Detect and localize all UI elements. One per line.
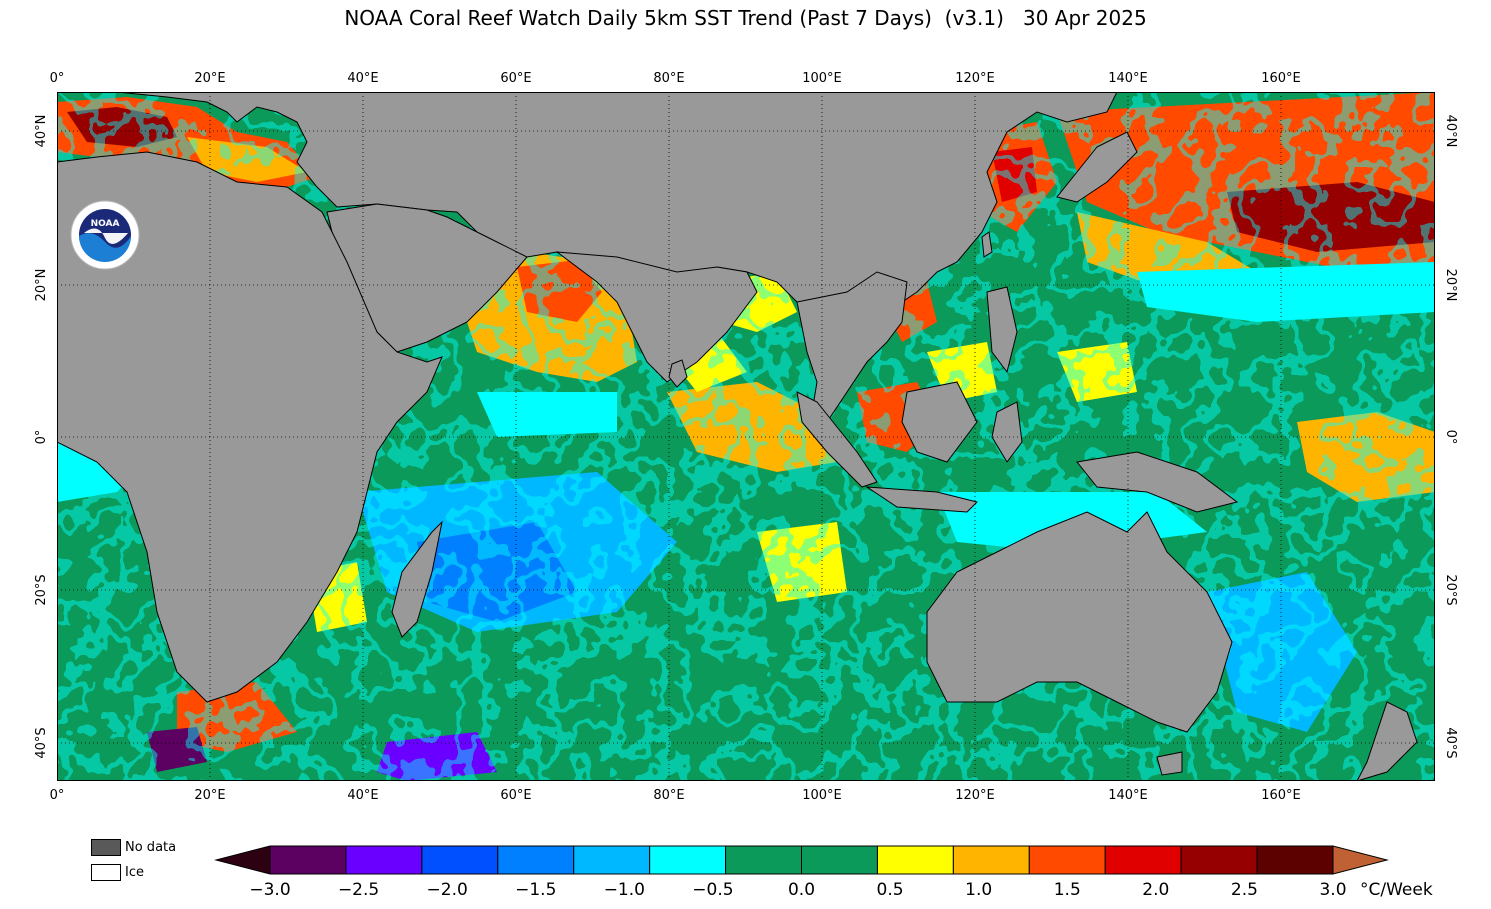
tasmania-landmass xyxy=(1156,751,1183,776)
land xyxy=(57,92,1418,781)
madagascar-landmass xyxy=(391,520,443,638)
india-landmass xyxy=(555,251,758,383)
no-data-label: No data xyxy=(125,839,177,855)
x-tick-bottom: 20°E xyxy=(194,788,226,803)
colorbar-under-triangle xyxy=(214,845,271,875)
colorbar-cell xyxy=(1180,845,1258,875)
colorbar-cell xyxy=(421,845,499,875)
legend-key-ice: Ice xyxy=(91,862,176,882)
colorbar xyxy=(214,845,1389,875)
colorbar-cell xyxy=(1104,845,1182,875)
colorbar-cell xyxy=(1028,845,1106,875)
colorbar-cell xyxy=(725,845,802,875)
ice-swatch xyxy=(91,863,121,881)
x-tick-bottom: 160°E xyxy=(1261,788,1301,803)
indochina-landmass xyxy=(796,271,908,423)
x-tick-bottom: 100°E xyxy=(802,788,842,803)
x-tick-top: 0° xyxy=(49,71,65,86)
colorbar-tick-label: 1.5 xyxy=(1053,880,1081,900)
x-tick-top: 60°E xyxy=(500,71,532,86)
newzealand-landmass xyxy=(1356,701,1418,781)
colorbar-over-triangle xyxy=(1332,845,1389,875)
x-tick-top: 120°E xyxy=(955,71,995,86)
legend-keys: No data Ice xyxy=(91,837,176,887)
x-tick-bottom: 60°E xyxy=(500,788,532,803)
colorbar-cell xyxy=(952,845,1030,875)
map-title: NOAA Coral Reef Watch Daily 5km SST Tren… xyxy=(344,6,1147,30)
x-tick-bottom: 80°E xyxy=(653,788,685,803)
newguinea-landmass xyxy=(1076,451,1239,513)
colorbar-tick-label: 2.0 xyxy=(1142,880,1170,900)
y-tick-left: 20°S xyxy=(34,574,49,606)
y-tick-right: 0° xyxy=(1443,429,1458,445)
africa-landmass xyxy=(57,151,443,703)
colorbar-cell xyxy=(345,845,423,875)
x-tick-top: 100°E xyxy=(802,71,842,86)
colorbar-tick-label: 1.0 xyxy=(965,880,993,900)
y-tick-right: 40°S xyxy=(1443,727,1458,759)
colorbar-tick-label: 2.5 xyxy=(1230,880,1258,900)
colorbar-tick-label: 0.0 xyxy=(787,880,816,900)
colorbar-tick-label: −2.5 xyxy=(337,880,380,900)
ice-label: Ice xyxy=(125,864,144,880)
x-tick-bottom: 0° xyxy=(49,788,65,803)
colorbar-tick-label: 0.5 xyxy=(876,880,904,900)
colorbar-tick-label: 3.0 xyxy=(1319,880,1347,900)
colorbar-cell xyxy=(269,845,347,875)
japan-landmass xyxy=(1056,131,1138,203)
sulawesi-landmass xyxy=(991,401,1023,463)
graticule xyxy=(57,92,1435,781)
colorbar-cell xyxy=(1256,845,1334,875)
colorbar-units: °C/Week xyxy=(1360,880,1433,900)
y-tick-left: 40°N xyxy=(34,114,49,148)
noaa-logo-icon: NOAA xyxy=(70,200,140,270)
philippines-landmass xyxy=(986,286,1018,374)
australia-landmass xyxy=(926,511,1233,733)
y-tick-left: 20°N xyxy=(34,268,49,302)
map-frame xyxy=(57,92,1435,781)
x-tick-top: 80°E xyxy=(653,71,685,86)
x-tick-top: 40°E xyxy=(347,71,379,86)
colorbar-tick-label: −1.0 xyxy=(603,880,645,900)
colorbar-tick-label: −0.5 xyxy=(692,880,734,900)
borneo-landmass xyxy=(901,381,978,463)
colorbar-cell xyxy=(573,845,651,875)
y-tick-left: 0° xyxy=(34,429,49,445)
logo-text: NOAA xyxy=(91,219,120,229)
x-tick-top: 20°E xyxy=(194,71,226,86)
colorbar-tick-label: −1.5 xyxy=(515,880,557,900)
x-tick-top: 140°E xyxy=(1108,71,1148,86)
y-tick-right: 40°N xyxy=(1443,114,1458,148)
java-landmass xyxy=(865,486,978,513)
colorbar-cell xyxy=(649,845,727,875)
srilanka-landmass xyxy=(668,359,688,388)
taiwan-landmass xyxy=(981,231,993,258)
legend-key-no-data: No data xyxy=(91,837,176,857)
x-tick-bottom: 40°E xyxy=(347,788,379,803)
colorbar-cell xyxy=(801,845,878,875)
sumatra-landmass xyxy=(796,391,878,488)
sst-trend-map xyxy=(57,92,1435,781)
colorbar-cell xyxy=(876,845,954,875)
y-tick-left: 40°S xyxy=(34,727,49,759)
colorbar-tick-label: −3.0 xyxy=(249,880,291,900)
x-tick-top: 160°E xyxy=(1261,71,1301,86)
x-tick-bottom: 140°E xyxy=(1108,788,1148,803)
no-data-swatch xyxy=(91,838,121,856)
y-tick-right: 20°N xyxy=(1443,268,1458,302)
colorbar-tick-label: −2.0 xyxy=(426,880,468,900)
x-tick-bottom: 120°E xyxy=(955,788,995,803)
y-tick-right: 20°S xyxy=(1443,574,1458,606)
colorbar-cell xyxy=(497,845,575,875)
